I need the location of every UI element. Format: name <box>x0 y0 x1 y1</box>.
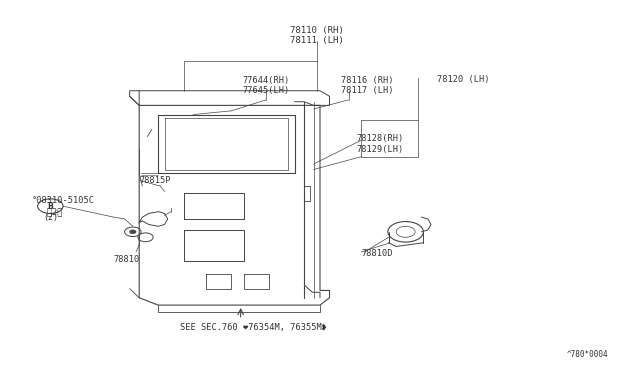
Text: ^780*0004: ^780*0004 <box>567 350 609 359</box>
Text: SEE SEC.760 ❤76354M, 76355M❥: SEE SEC.760 ❤76354M, 76355M❥ <box>180 323 327 331</box>
Text: 78110 (RH)
78111 (LH): 78110 (RH) 78111 (LH) <box>290 26 344 45</box>
Text: 78810D: 78810D <box>361 249 393 258</box>
Text: (2): (2) <box>43 213 58 222</box>
Text: 78116 (RH)
78117 (LH): 78116 (RH) 78117 (LH) <box>341 76 394 95</box>
Text: B: B <box>47 202 53 211</box>
Text: 78120 (LH): 78120 (LH) <box>437 75 490 84</box>
Text: 78815P: 78815P <box>139 176 171 185</box>
Text: 78810: 78810 <box>114 255 140 264</box>
Text: 77644(RH)
77645(LH): 77644(RH) 77645(LH) <box>243 76 290 95</box>
Text: °08310-5105C
   ㈠2㈡: °08310-5105C ㈠2㈡ <box>31 196 94 216</box>
Circle shape <box>130 230 136 234</box>
Text: 78128(RH)
78129(LH): 78128(RH) 78129(LH) <box>356 134 404 154</box>
